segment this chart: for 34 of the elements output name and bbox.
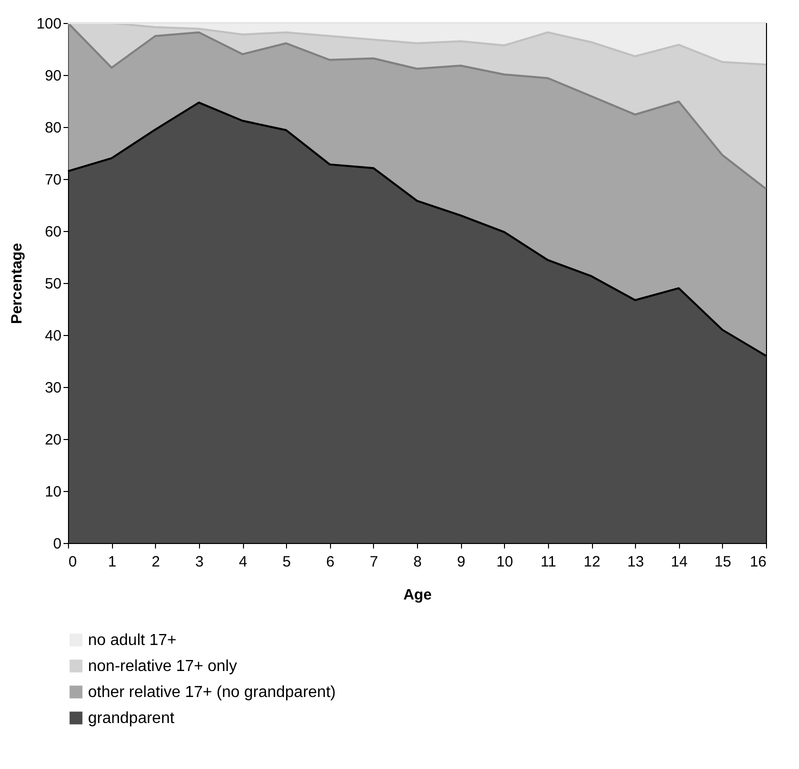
- y-tick-label: 70: [44, 172, 62, 188]
- y-tick-label: 80: [44, 120, 62, 136]
- y-axis-title: Percentage: [8, 243, 26, 324]
- x-axis-title: Age: [403, 586, 432, 604]
- legend-label: grandparent: [88, 710, 175, 727]
- y-tick-label: 100: [36, 16, 62, 32]
- legend-label: other relative 17+ (no grandparent): [88, 684, 336, 701]
- y-tick-label: 50: [44, 276, 62, 292]
- x-tick-label: 4: [238, 554, 248, 570]
- y-tick-label: 60: [44, 224, 62, 240]
- x-tick-label: 5: [282, 554, 291, 570]
- x-tick-label: 1: [108, 554, 116, 570]
- x-tick-label: 9: [456, 554, 466, 570]
- x-tick-label: 11: [540, 554, 556, 570]
- x-tick-label: 0: [68, 554, 77, 570]
- y-tick-label: 0: [53, 536, 62, 552]
- x-tick-label: 3: [195, 554, 204, 570]
- y-tick-label: 10: [44, 484, 62, 500]
- x-tick-label: 15: [714, 554, 732, 570]
- x-tick-label: 7: [370, 554, 378, 570]
- x-tick-label: 10: [496, 554, 514, 570]
- y-tick-label: 20: [44, 432, 62, 448]
- x-tick-label: 2: [152, 554, 160, 570]
- y-tick-label: 40: [44, 328, 62, 344]
- x-tick-label: 8: [413, 554, 422, 570]
- x-tick-label: 6: [326, 554, 334, 570]
- x-tick-label: 16: [750, 554, 766, 570]
- y-tick-label: 90: [44, 68, 62, 84]
- x-tick-label: 13: [627, 554, 644, 570]
- x-tick-label: 14: [670, 554, 688, 570]
- y-tick-label: 30: [44, 380, 62, 396]
- legend-label: non-relative 17+ only: [88, 658, 237, 675]
- legend-label: no adult 17+: [88, 632, 177, 649]
- x-tick-label: 12: [584, 554, 600, 570]
